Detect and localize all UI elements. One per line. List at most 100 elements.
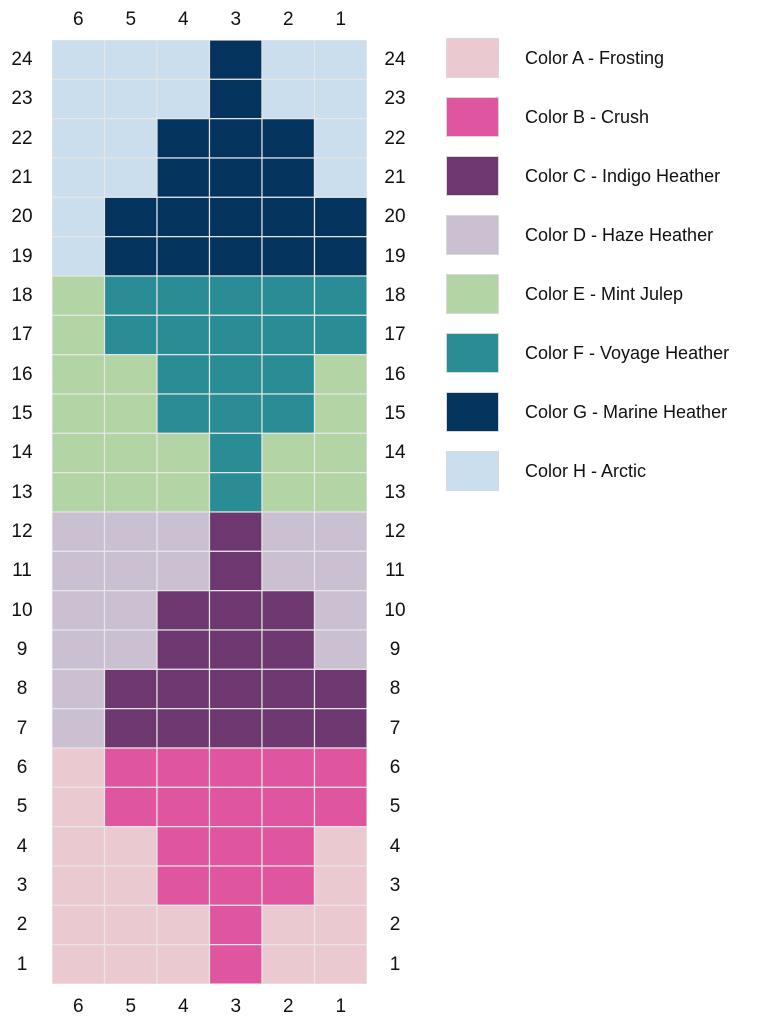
chart-cell <box>208 904 263 946</box>
chart-cell <box>156 904 211 946</box>
chart-cell <box>156 865 211 906</box>
chart-cell <box>208 393 263 434</box>
legend-item: Color A - Frosting <box>446 38 766 97</box>
chart-cell <box>52 157 106 198</box>
chart-cell <box>313 550 367 592</box>
legend-item: Color G - Marine Heather <box>446 392 766 451</box>
chart-cell <box>103 826 158 867</box>
column-label: 6 <box>72 9 84 30</box>
colorwork-chart-grid <box>52 40 367 984</box>
chart-cell <box>208 747 263 788</box>
chart-cell <box>261 354 316 395</box>
chart-cell <box>156 196 211 238</box>
row-label: 3 <box>389 875 401 896</box>
chart-cell <box>261 944 316 984</box>
row-label: 4 <box>389 835 401 857</box>
chart-cell <box>103 275 158 316</box>
row-label: 1 <box>16 953 28 975</box>
chart-cell <box>156 590 211 631</box>
chart-cell <box>52 275 106 316</box>
legend-swatch <box>446 274 499 314</box>
chart-cell <box>156 354 211 395</box>
chart-cell <box>103 40 158 80</box>
column-label: 4 <box>177 996 189 1017</box>
legend-swatch <box>446 97 499 137</box>
chart-cell <box>208 196 263 238</box>
chart-cell <box>208 826 263 867</box>
row-label: 6 <box>389 757 401 778</box>
row-label: 16 <box>11 363 33 385</box>
chart-cell <box>208 118 263 159</box>
chart-cell <box>156 393 211 434</box>
chart-cell <box>103 78 158 120</box>
chart-cell <box>52 393 106 434</box>
row-labels-left: 24 23 22 21 20 19 18 17 16 15 14 13 12 11 10 9 8 7 6 5 4 3 2 1 <box>2 40 42 984</box>
legend-label: Color C - Indigo Heather <box>525 166 721 186</box>
chart-cell <box>313 236 367 277</box>
legend-item: Color C - Indigo Heather <box>446 156 766 215</box>
chart-cell <box>261 393 316 434</box>
chart-cell <box>261 236 316 277</box>
chart-cell <box>52 747 106 788</box>
column-label: 5 <box>125 996 137 1017</box>
chart-cell <box>103 511 158 552</box>
chart-cell <box>52 550 106 592</box>
chart-cell <box>261 196 316 238</box>
chart-cell <box>313 78 367 120</box>
row-label: 12 <box>11 521 33 542</box>
chart-cell <box>52 78 106 120</box>
row-label: 9 <box>16 639 28 660</box>
row-label: 7 <box>16 717 28 739</box>
row-label: 3 <box>16 875 28 896</box>
row-label: 18 <box>384 285 406 306</box>
chart-cell <box>208 314 263 356</box>
chart-cell <box>208 708 263 749</box>
legend-label: Color D - Haze Heather <box>525 225 714 245</box>
chart-cell <box>208 432 263 474</box>
chart-cell <box>261 432 316 474</box>
chart-cell <box>103 629 158 670</box>
chart-cell <box>208 550 263 592</box>
chart-cell <box>52 944 106 984</box>
row-label: 20 <box>384 206 406 228</box>
chart-cell <box>313 393 367 434</box>
chart-cell <box>261 865 316 906</box>
column-labels-bottom: 6 5 4 3 2 1 <box>52 994 367 1020</box>
column-label: 1 <box>335 996 347 1017</box>
chart-cell <box>156 826 211 867</box>
chart-cell <box>261 78 316 120</box>
legend-item: Color H - Arctic <box>446 451 766 510</box>
chart-cell <box>156 511 211 552</box>
chart-cell <box>261 629 316 670</box>
chart-cell <box>52 708 106 749</box>
chart-cell <box>313 786 367 828</box>
chart-cell <box>52 865 106 906</box>
chart-cell <box>261 550 316 592</box>
chart-cell <box>313 275 367 316</box>
chart-cell <box>261 747 316 788</box>
chart-cell <box>156 550 211 592</box>
row-label: 16 <box>384 363 406 385</box>
row-label: 21 <box>11 167 33 188</box>
chart-cell <box>261 40 316 80</box>
chart-cell <box>208 590 263 631</box>
chart-cell <box>208 865 263 906</box>
legend-swatch <box>446 392 499 432</box>
row-label: 15 <box>384 403 406 424</box>
chart-cell <box>103 118 158 159</box>
legend-label: Color E - Mint Julep <box>525 284 684 304</box>
chart-cell <box>313 668 367 710</box>
legend-item: Color D - Haze Heather <box>446 215 766 274</box>
legend-swatch <box>446 38 499 78</box>
row-labels-right: 24 23 22 21 20 19 18 17 16 15 14 13 12 11 10 9 8 7 6 5 4 3 2 1 <box>375 40 415 984</box>
chart-cell <box>156 944 211 984</box>
chart-cell <box>52 118 106 159</box>
legend-item: Color F - Voyage Heather <box>446 333 766 392</box>
column-label: 4 <box>177 9 189 30</box>
row-label: 6 <box>16 757 28 778</box>
row-label: 19 <box>11 245 33 267</box>
chart-cell <box>103 314 158 356</box>
chart-cell <box>261 786 316 828</box>
chart-cell <box>313 944 367 984</box>
legend-label: Color F - Voyage Heather <box>525 343 730 363</box>
